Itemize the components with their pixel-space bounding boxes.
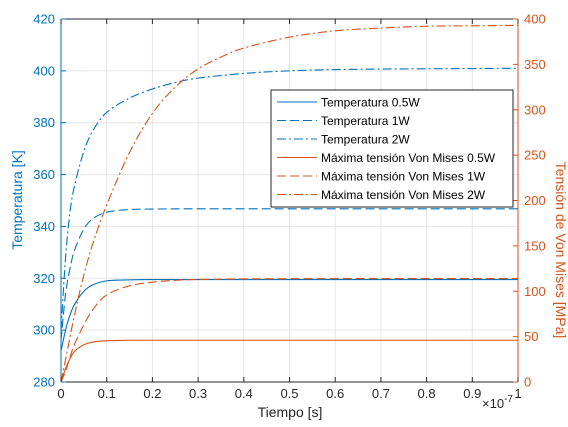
series-line-1	[60, 279, 518, 352]
legend-label: Máxima tensión Von Mises 1W	[321, 170, 486, 184]
y-left-tick-label: 320	[33, 271, 55, 286]
x-tick-label: 1	[514, 386, 521, 401]
x-axis-exponent: ×10-7	[482, 394, 513, 411]
y-right-tick-label: 0	[524, 375, 531, 390]
y-right-tick-label: 400	[524, 12, 546, 27]
y-left-tick-label: 300	[33, 323, 55, 338]
y-left-tick-label: 420	[33, 12, 55, 27]
y-right-tick-label: 50	[524, 329, 538, 344]
x-tick-label: 0.7	[372, 386, 390, 401]
legend-label: Temperatura 1W	[321, 114, 410, 128]
legend-label: Máxima tensión Von Mises 2W	[321, 188, 486, 202]
legend-label: Máxima tensión Von Mises 0.5W	[321, 151, 496, 165]
y-right-tick-label: 250	[524, 148, 546, 163]
x-exponent-power: -7	[504, 394, 513, 405]
y-right-tick-label: 150	[524, 238, 546, 253]
series-line-6	[60, 24, 519, 383]
x-tick-label: 0.3	[189, 386, 207, 401]
series-lines	[60, 24, 519, 383]
y-axis-left-label: Temperatura [K]	[9, 150, 25, 250]
y-left-tick-label: 380	[33, 115, 55, 130]
y-right-tick-label: 100	[524, 284, 546, 299]
series-line-5	[60, 277, 518, 383]
series-line-2	[60, 208, 518, 341]
x-tick-label: 0.9	[463, 386, 481, 401]
x-tick-label: 0.1	[98, 386, 116, 401]
x-tick-label: 0.2	[143, 386, 161, 401]
y-left-tick-label: 400	[33, 63, 55, 78]
x-tick-label: 0.6	[326, 386, 344, 401]
x-tick-label: 0.4	[235, 386, 253, 401]
x-tick-label: 0	[57, 386, 64, 401]
x-exponent-base: ×10	[482, 396, 504, 411]
axis-ticks: 0 0.1 0.2 0.3 0.4 0.5 0.6 0.7 0.8 0.9 1 280 300 320 34…	[33, 12, 545, 402]
y-left-tick-label: 360	[33, 167, 55, 182]
series-line-3	[60, 67, 519, 331]
x-tick-label: 0.5	[280, 386, 298, 401]
y-axis-right-label: Tensión de Von Mises [MPa]	[553, 162, 568, 339]
y-right-tick-label: 350	[524, 57, 546, 72]
legend-box	[270, 89, 514, 208]
x-tick-label: 0.8	[418, 386, 436, 401]
legend-label: Temperatura 0.5W	[321, 96, 420, 110]
y-left-tick-label: 280	[33, 375, 55, 390]
y-right-tick-label: 200	[524, 193, 546, 208]
series-line-4	[60, 339, 518, 383]
legend: Temperatura 0.5W Temperatura 1W Temperatur…	[270, 89, 514, 208]
y-left-tick-label: 340	[33, 219, 55, 234]
y-right-tick-label: 300	[524, 102, 546, 117]
x-axis-label: Tiempo [s]	[258, 404, 323, 420]
legend-label: Temperatura 2W	[321, 133, 410, 147]
